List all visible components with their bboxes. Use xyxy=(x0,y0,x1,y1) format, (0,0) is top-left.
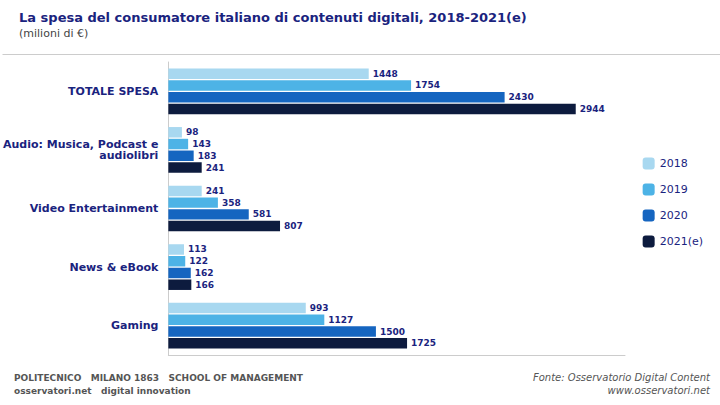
svg-text:www.osservatori.net: www.osservatori.net xyxy=(608,385,712,396)
svg-text:La spesa del consumatore itali: La spesa del consumatore italiano di con… xyxy=(19,10,527,25)
svg-text:Video Entertainment: Video Entertainment xyxy=(30,202,159,215)
svg-text:2430: 2430 xyxy=(509,92,534,102)
svg-text:993: 993 xyxy=(310,303,329,313)
svg-text:2019: 2019 xyxy=(660,183,688,196)
svg-text:Fonte: Osservatorio Digital Co: Fonte: Osservatorio Digital Content xyxy=(533,372,711,383)
svg-text:1754: 1754 xyxy=(415,80,440,90)
svg-text:1127: 1127 xyxy=(328,315,353,325)
svg-text:358: 358 xyxy=(222,198,241,208)
svg-text:241: 241 xyxy=(206,186,225,196)
svg-text:166: 166 xyxy=(195,280,214,290)
svg-text:POLITECNICO MILANO 1863 SC: POLITECNICO MILANO 1863 SCHOOL OF MANAGE… xyxy=(14,373,304,383)
svg-text:113: 113 xyxy=(188,244,207,254)
svg-text:1725: 1725 xyxy=(411,338,436,348)
svg-text:2021(e): 2021(e) xyxy=(660,235,703,248)
svg-text:TOTALE SPESA: TOTALE SPESA xyxy=(68,85,159,98)
svg-text:Audio: Musica, Podcast e: Audio: Musica, Podcast e xyxy=(3,137,159,151)
svg-text:183: 183 xyxy=(198,151,217,161)
svg-text:241: 241 xyxy=(206,163,225,173)
svg-text:2020: 2020 xyxy=(660,209,688,222)
svg-text:2944: 2944 xyxy=(580,104,605,114)
svg-text:807: 807 xyxy=(284,221,303,231)
svg-text:News & eBook: News & eBook xyxy=(69,261,159,274)
svg-text:2018: 2018 xyxy=(660,157,688,170)
svg-text:(milioni di €): (milioni di €) xyxy=(19,27,88,40)
svg-text:1500: 1500 xyxy=(380,327,405,337)
svg-text:osservatori.net digital inno: osservatori.net digital innovation xyxy=(14,386,191,396)
svg-text:162: 162 xyxy=(195,268,214,278)
svg-text:audiolibri: audiolibri xyxy=(99,149,158,162)
svg-text:122: 122 xyxy=(189,256,208,266)
svg-text:581: 581 xyxy=(253,209,272,219)
svg-text:143: 143 xyxy=(192,139,211,149)
svg-text:Gaming: Gaming xyxy=(111,319,158,332)
svg-text:1448: 1448 xyxy=(373,69,398,79)
svg-text:98: 98 xyxy=(186,127,199,137)
